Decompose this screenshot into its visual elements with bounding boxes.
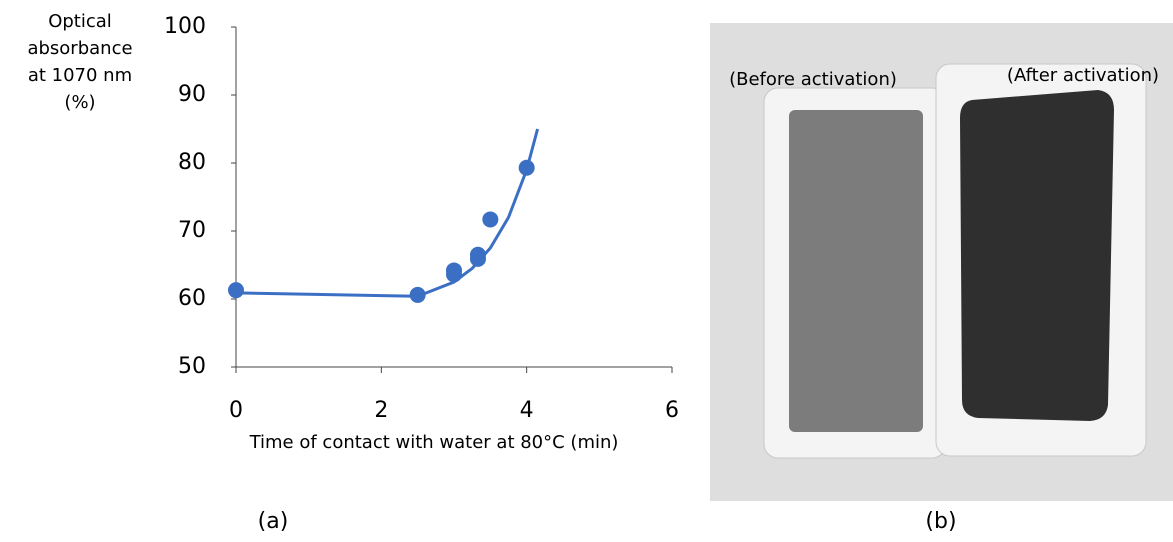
y-axis-label: Optical: [48, 11, 112, 32]
y-tick-label: 90: [178, 82, 206, 107]
y-tick-label: 70: [178, 218, 206, 243]
powder: [789, 110, 923, 432]
data-point: [228, 282, 244, 299]
y-tick-label: 60: [178, 286, 206, 311]
x-tick-label: 2: [374, 398, 388, 423]
x-tick-label: 6: [665, 398, 679, 423]
panel-label: (b): [925, 509, 956, 534]
y-axis-label: (%): [64, 92, 95, 113]
y-tick-label: 100: [164, 14, 206, 39]
y-axis-label: at 1070 nm: [28, 65, 132, 86]
x-tick-label: 0: [229, 398, 243, 423]
panel-label: (a): [258, 509, 289, 534]
photo-label: (After activation): [1007, 65, 1159, 86]
x-axis-label: Time of contact with water at 80°C (min): [249, 432, 619, 453]
data-point: [482, 211, 499, 228]
y-tick-label: 80: [178, 150, 206, 175]
powder: [960, 90, 1114, 421]
data-point: [446, 266, 462, 283]
data-point: [469, 250, 486, 267]
x-tick-label: 4: [520, 398, 534, 423]
photo-label: (Before activation): [729, 69, 897, 90]
y-tick-label: 50: [178, 354, 206, 379]
y-axis-label: absorbance: [27, 38, 132, 59]
fit-line: [235, 128, 540, 298]
photo: (Before activation) (After activation): [710, 23, 1173, 501]
